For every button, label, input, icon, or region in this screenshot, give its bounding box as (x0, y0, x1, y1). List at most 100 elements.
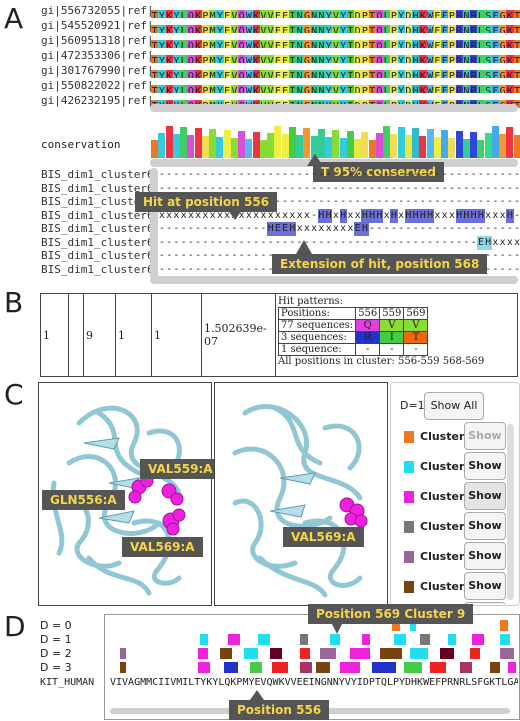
residue-cell: F (441, 85, 449, 93)
residue-cell: Y (325, 10, 333, 18)
cluster-item: Cluster 10 Show (404, 512, 506, 542)
residue-cell: N (317, 85, 325, 93)
track-segment (350, 648, 370, 659)
residue-cell: T (513, 55, 520, 63)
residue-cell: K (252, 85, 260, 93)
sequence-row: TYKYLQKPMYEVQWKVVEEINGNNYVYIDPTQLPYDHKWE… (151, 79, 520, 93)
residue-cell: T (368, 10, 376, 18)
cluster-color-swatch (404, 431, 414, 443)
beta-sheet-arrow (269, 504, 306, 518)
cluster-show-button[interactable]: Show (464, 482, 506, 510)
cluster-show-button[interactable]: Show (464, 422, 506, 450)
ribbon-strand (302, 518, 363, 588)
residue-cell: V (230, 40, 238, 48)
residue-cell: N (317, 10, 325, 18)
cluster-show-button[interactable]: Show (464, 572, 506, 600)
structure-viewer-right[interactable] (214, 382, 388, 606)
conservation-bar (383, 126, 390, 158)
residue-cell: Y (172, 25, 180, 33)
conservation-bar (172, 134, 180, 158)
residue-cell: W (426, 10, 434, 18)
residue-cell: I (346, 85, 354, 93)
residue-cell: Q (238, 85, 246, 93)
cluster-row-label: BIS_dim1_cluster6 (41, 262, 154, 276)
residue-cell: K (419, 25, 427, 33)
residue-cell: Y (397, 40, 405, 48)
residue-cell: V (267, 55, 275, 63)
track-segment (372, 662, 396, 673)
conservation-bar (346, 131, 354, 158)
track-segment (410, 620, 416, 631)
callout-hit: Hit at position 556 (135, 192, 278, 212)
residue-cell: R (470, 85, 478, 93)
residue-cell: Q (187, 40, 195, 48)
conservation-bar (325, 137, 332, 158)
residue-cell: Y (216, 10, 224, 18)
residue-cell: R (455, 10, 463, 18)
cluster-vscroll[interactable] (150, 168, 158, 280)
residue-cell: Q (187, 25, 195, 33)
residue-cell: Y (158, 10, 166, 18)
residue-cell: Y (325, 70, 333, 78)
conservation-bar (216, 137, 224, 158)
conservation-bar (513, 135, 520, 158)
beta-sheet-arrow (98, 510, 135, 524)
residue-cell: N (462, 40, 470, 48)
show-all-button[interactable]: Show All (424, 392, 484, 420)
residue-cell: P (448, 55, 456, 63)
residue-cell: E (433, 70, 441, 78)
residue-cell: D (404, 10, 412, 18)
table-cell (68, 293, 84, 377)
residue-cell: F (491, 40, 499, 48)
residue-cell: F (491, 85, 499, 93)
callout-arrow (330, 620, 344, 634)
track-segment (340, 662, 360, 673)
residue-cell: Y (216, 25, 224, 33)
conservation-bar (187, 135, 195, 158)
residue-cell: E (281, 40, 289, 48)
sequence-label: gi|472353306|ref| (41, 49, 154, 62)
pattern-residue: Q (355, 319, 381, 332)
callout-arrow (307, 154, 323, 166)
structure-viewer-left[interactable] (38, 382, 212, 606)
track-segment (300, 648, 310, 659)
residue-cell: I (288, 10, 296, 18)
residue-cell: V (267, 85, 275, 93)
table-cell: 9 (83, 293, 116, 377)
cluster-show-button[interactable]: Show (464, 452, 506, 480)
residue-cell: N (296, 10, 304, 18)
d-level-track (110, 662, 518, 673)
residue-cell: L (383, 70, 391, 78)
positions-label: Positions: (277, 307, 357, 320)
cluster-show-button[interactable]: Show (464, 512, 506, 540)
cluster-item: Cluster 11 Show (404, 542, 506, 572)
hit-patterns-table: Positions: 556 559 569 77 sequences: Q V V … (277, 307, 429, 356)
residue-cell: P (201, 25, 209, 33)
kit-label: KIT_HUMAN (40, 677, 95, 688)
residue-cell: Y (172, 10, 180, 18)
pattern-residue: T (403, 331, 429, 344)
residue-cell: Y (339, 10, 347, 18)
residue-cell: N (462, 85, 470, 93)
residue-cell: R (455, 85, 463, 93)
cluster-show-button[interactable]: Show (464, 542, 506, 570)
alignment-scrollbar[interactable] (150, 104, 518, 112)
residue-cell: K (506, 10, 514, 18)
residue-cell: K (419, 85, 427, 93)
conservation-bar (267, 133, 274, 158)
residue-cell: E (223, 40, 231, 48)
conservation-bar (245, 139, 253, 158)
residue-sphere (172, 508, 186, 522)
residue-cell: N (462, 55, 470, 63)
callout-arrow (296, 240, 312, 254)
residue-cell: Y (339, 40, 347, 48)
residue-cell: I (288, 70, 296, 78)
residue-cell: F (441, 40, 449, 48)
residue-cell: M (209, 40, 217, 48)
cluster-list-scrollbar[interactable] (507, 424, 514, 600)
cluster-hscroll[interactable] (150, 276, 518, 284)
d-level-label: D = 2 (40, 647, 72, 660)
residue-cell: I (346, 40, 354, 48)
residue-cell: K (165, 55, 173, 63)
residue-cell: T (368, 70, 376, 78)
